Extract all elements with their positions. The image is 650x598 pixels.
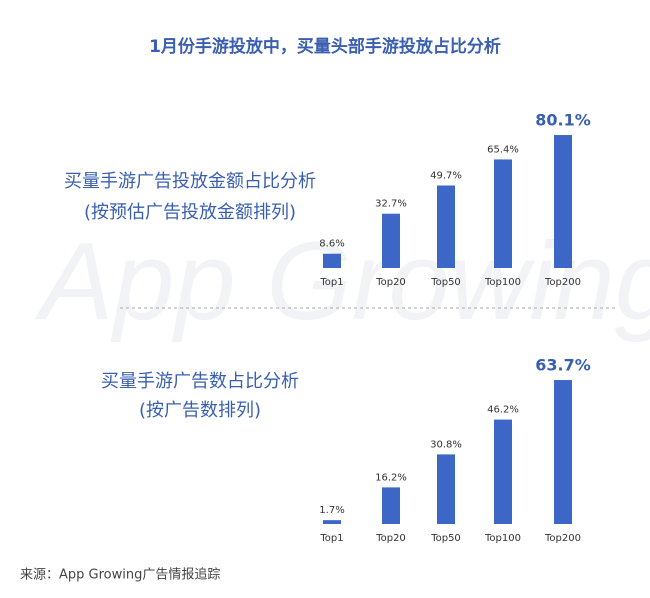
bar (494, 419, 512, 524)
value-label: 46.2% (487, 405, 519, 416)
value-label: 49.7% (430, 170, 462, 181)
chart-subtitle: (按广告数排列) (139, 400, 261, 421)
value-label: 8.6% (319, 239, 344, 250)
value-label: 80.1% (535, 111, 591, 130)
source: 来源：App Growing广告情报追踪 (20, 567, 220, 583)
bar (382, 213, 400, 268)
bar (554, 135, 572, 268)
x-tick-label: Top200 (544, 533, 581, 544)
watermark: App Growing (34, 220, 650, 343)
x-tick-label: Top100 (484, 533, 521, 544)
x-tick-label: Top50 (430, 533, 461, 544)
bar (554, 380, 572, 524)
page-title: 1月份手游投放中，买量头部手游投放占比分析 (149, 36, 501, 57)
bar (323, 520, 341, 524)
value-label: 32.7% (375, 199, 407, 210)
x-tick-label: Top20 (375, 533, 406, 544)
chart-subtitle: (按预估广告投放金额排列) (84, 202, 296, 223)
chart-title: 买量手游广告投放金额占比分析 (64, 171, 316, 192)
bar (437, 454, 455, 524)
x-tick-label: Top50 (430, 277, 461, 288)
bar (382, 487, 400, 524)
x-tick-label: Top100 (484, 277, 521, 288)
x-tick-label: Top1 (319, 277, 343, 288)
value-label: 63.7% (535, 356, 591, 375)
value-label: 1.7% (319, 505, 344, 516)
x-tick-label: Top1 (319, 533, 343, 544)
value-label: 16.2% (375, 472, 407, 483)
value-label: 30.8% (430, 439, 462, 450)
x-tick-label: Top20 (375, 277, 406, 288)
value-label: 65.4% (487, 144, 519, 155)
bar (323, 253, 341, 268)
chart-title: 买量手游广告数占比分析 (101, 371, 299, 392)
bar (494, 159, 512, 268)
x-tick-label: Top200 (544, 277, 581, 288)
bar (437, 185, 455, 268)
